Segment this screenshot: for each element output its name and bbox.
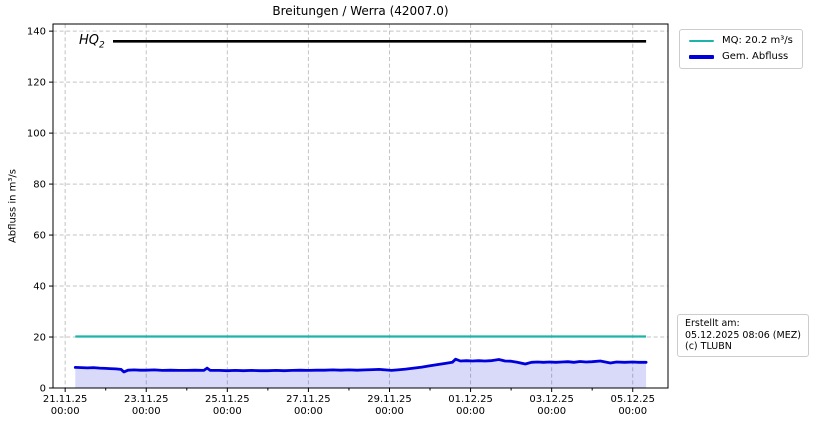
hq2-annotation: HQ2	[79, 33, 108, 51]
x-tick-label: 05.12.25 00:00	[610, 394, 655, 417]
created-info-box: Erstellt am: 05.12.2025 08:06 (MEZ) (c) …	[677, 314, 809, 357]
copyright-text: (c) TLUBN	[685, 341, 732, 352]
chart-title: Breitungen / Werra (42007.0)	[272, 4, 449, 18]
gem-abfluss-line-swatch	[689, 55, 714, 59]
legend-item-gem-abfluss: Gem. Abfluss	[689, 51, 793, 63]
gem-abfluss-line	[73, 357, 648, 374]
hq2-annotation-text: HQ	[79, 33, 100, 48]
hq2-annotation-subscript: 2	[99, 40, 105, 51]
x-tick-label: 29.11.25 00:00	[367, 394, 412, 417]
y-tick-label: 20	[33, 333, 46, 344]
y-tick-label: 60	[33, 231, 46, 242]
legend-item-mq: MQ: 20.2 m³/s	[689, 35, 793, 47]
mq-line-swatch	[689, 40, 714, 42]
y-tick-label: 100	[27, 129, 46, 140]
x-tick-label: 23.11.25 00:00	[124, 394, 169, 417]
legend-label-mq: MQ: 20.2 m³/s	[722, 35, 793, 46]
legend-label-gem-abfluss: Gem. Abfluss	[722, 51, 789, 62]
plot-border	[52, 23, 669, 389]
y-tick-label: 40	[33, 282, 46, 293]
legend: MQ: 20.2 m³/s Gem. Abfluss	[679, 29, 803, 69]
x-tick-label: 03.12.25 00:00	[529, 394, 574, 417]
y-tick-label: 140	[27, 27, 46, 38]
y-tick-label: 80	[33, 180, 46, 191]
y-tick-label: 120	[27, 78, 46, 89]
x-tick-label: 25.11.25 00:00	[205, 394, 250, 417]
x-tick-label: 21.11.25 00:00	[43, 394, 88, 417]
x-tick-label: 27.11.25 00:00	[286, 394, 331, 417]
created-timestamp: 05.12.2025 08:06 (MEZ)	[685, 329, 801, 341]
y-tick-label: 0	[40, 384, 46, 395]
created-label: Erstellt am:	[685, 318, 740, 329]
gem-abfluss-fill	[75, 359, 647, 388]
x-tick-label: 01.12.25 00:00	[448, 394, 493, 417]
